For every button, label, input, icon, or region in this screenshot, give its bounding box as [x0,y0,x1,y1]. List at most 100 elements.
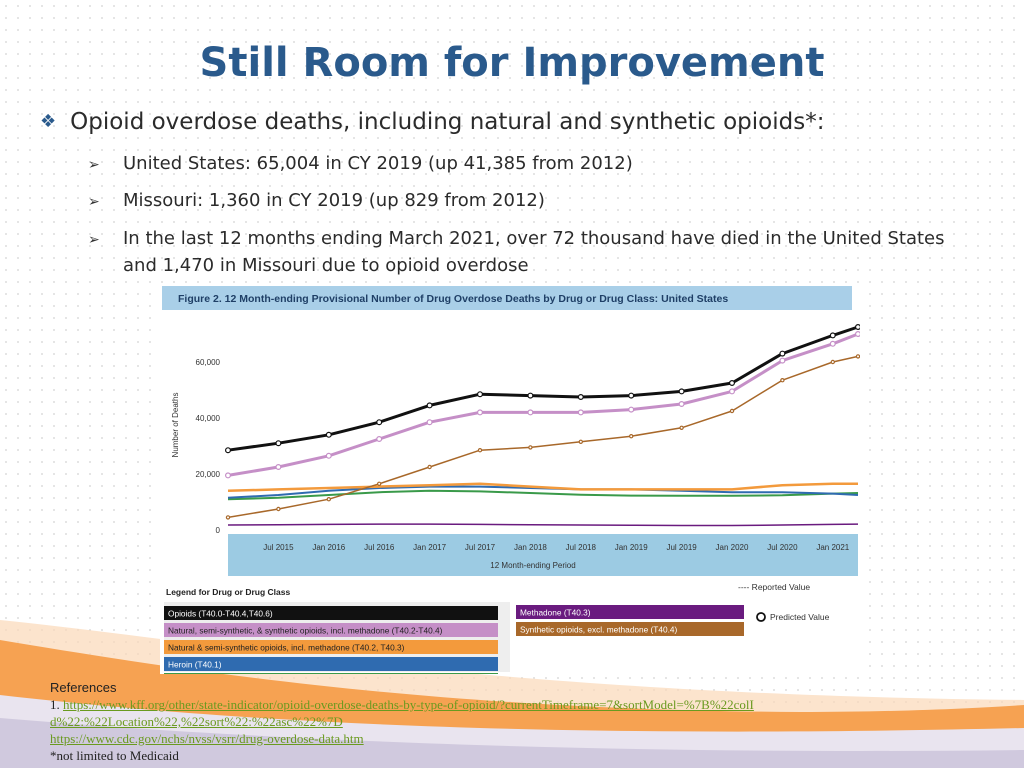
reference-link-kff[interactable]: https://www.kff.org/other/state-indicato… [50,697,754,729]
x-tick-label: Jan 2020 [716,543,749,552]
overdose-chart-figure: Figure 2. 12 Month-ending Provisional Nu… [160,284,860,674]
series-line-synthetic [227,355,859,519]
y-tick-label: 0 [216,526,221,535]
data-point-synthetic [528,445,533,450]
data-point-opioids [728,379,735,386]
data-point-opioids [577,393,584,400]
x-tick-label: Jan 2019 [615,543,648,552]
y-tick-label: 40,000 [196,414,221,423]
data-point-natural_semi_synthetic_synthetic [628,406,635,413]
footnote: *not limited to Medicaid [50,748,179,763]
data-point-synthetic [225,515,231,520]
x-axis-label: 12 Month-ending Period [490,561,575,570]
main-bullet: ❖ Opioid overdose deaths, including natur… [40,109,824,135]
data-point-opioids [829,332,836,339]
plot-area [228,314,858,538]
arrow-bullet-icon: ➢ [88,157,100,173]
data-point-synthetic [679,425,684,430]
data-point-opioids [426,402,433,409]
data-point-synthetic [780,377,785,383]
data-point-synthetic [855,354,860,359]
y-axis-label: Number of Deaths [171,393,180,458]
sub-bullet-text: In the last 12 months ending March 2021,… [123,228,945,276]
data-point-natural_semi_synthetic_synthetic [477,409,484,416]
data-point-synthetic [578,439,583,444]
series-line-opioids [227,325,859,452]
x-tick-label: Jul 2017 [465,543,496,552]
data-point-natural_semi_synthetic_synthetic [678,400,685,407]
references: References 1. https://www.kff.org/other/… [50,679,770,764]
chart-title: Figure 2. 12 Month-ending Provisional Nu… [178,293,728,305]
legend-label-synthetic: Synthetic opioids, excl. methadone (T40.… [520,625,678,635]
series-line-methadone [227,523,859,527]
data-point-opioids [376,419,383,426]
x-tick-label: Jul 2019 [666,543,697,552]
legend-swatch-natural_semi_synthetic_synthetic [164,623,498,637]
legend-label-heroin: Heroin (T40.1) [168,660,222,670]
x-tick-label: Jul 2015 [263,543,294,552]
data-point-natural_semi_synthetic_synthetic [527,409,534,416]
x-tick-label: Jan 2016 [312,543,345,552]
arrow-bullet-icon: ➢ [88,232,100,248]
data-point-synthetic [276,506,281,512]
legend-label-opioids: Opioids (T40.0-T40.4,T40.6) [168,609,273,619]
references-heading: References [50,680,117,695]
sub-bullet-text: United States: 65,004 in CY 2019 (up 41,… [123,153,633,174]
data-point-opioids [477,391,484,398]
data-point-synthetic [376,481,382,486]
data-point-synthetic [427,464,432,470]
x-tick-label: Jan 2017 [413,543,446,552]
predicted-value-marker [756,612,766,622]
legend-title: Legend for Drug or Drug Class [166,587,290,597]
data-point-opioids [628,392,635,399]
legend-swatch-heroin [164,657,498,671]
legend-swatch-synthetic [516,622,744,636]
x-tick-label: Jan 2018 [514,543,547,552]
data-point-natural_semi_synthetic_synthetic [728,388,735,395]
x-tick-label: Jul 2018 [566,543,597,552]
data-point-opioids [325,431,332,438]
data-point-natural_semi_synthetic_synthetic [376,436,383,443]
legend-swatch-green-series [164,673,498,674]
legend-predicted-label: Predicted Value [770,612,830,622]
reference-item: 1. https://www.kff.org/other/state-indic… [50,696,770,747]
series-line-natural_semi_synthetic [227,482,858,493]
x-tick-label: Jul 2016 [364,543,395,552]
data-point-synthetic [326,496,331,502]
legend-swatch-natural_semi_synthetic [164,640,498,654]
data-point-opioids [224,447,231,454]
x-tick-label: Jan 2021 [816,543,849,552]
legend-reported-label: ---- Reported Value [738,582,810,592]
data-point-synthetic [729,408,735,414]
slide-title: Still Room for Improvement [199,40,825,86]
data-point-natural_semi_synthetic_synthetic [224,472,231,479]
legend-label-natural_semi_synthetic: Natural & semi-synthetic opioids, incl. … [168,643,405,653]
sub-bullet: ➢ United States: 65,004 in CY 2019 (up 41… [88,150,988,179]
legend-swatch-methadone [516,605,744,619]
data-point-opioids [527,392,534,399]
data-point-synthetic [477,447,483,453]
sub-bullet-text: Missouri: 1,360 in CY 2019 (up 829 from … [123,190,545,211]
data-point-natural_semi_synthetic_synthetic [577,409,584,416]
data-point-synthetic [830,359,836,365]
legend-swatch-opioids [164,606,498,620]
data-point-synthetic [629,433,634,439]
data-point-natural_semi_synthetic_synthetic [426,419,433,426]
data-point-natural_semi_synthetic_synthetic [829,340,836,347]
reference-link-cdc[interactable]: https://www.cdc.gov/nchs/nvss/vsrr/drug-… [50,731,364,746]
data-point-opioids [855,324,860,330]
data-point-natural_semi_synthetic_synthetic [325,452,332,459]
y-tick-label: 60,000 [196,358,221,367]
arrow-bullet-icon: ➢ [88,194,100,210]
x-axis-band [228,534,858,576]
data-point-opioids [779,350,786,357]
data-point-opioids [275,440,282,447]
data-point-opioids [678,388,685,395]
series-line-green_series [227,489,859,501]
sub-bullet: ➢ Missouri: 1,360 in CY 2019 (up 829 from… [88,187,988,216]
series-line-natural_semi_synthetic_synthetic [227,332,859,477]
main-bullet-text: Opioid overdose deaths, including natura… [70,109,825,135]
diamond-bullet-icon: ❖ [40,111,57,132]
data-point-natural_semi_synthetic_synthetic [275,464,282,471]
overdose-chart: Figure 2. 12 Month-ending Provisional Nu… [162,286,860,674]
